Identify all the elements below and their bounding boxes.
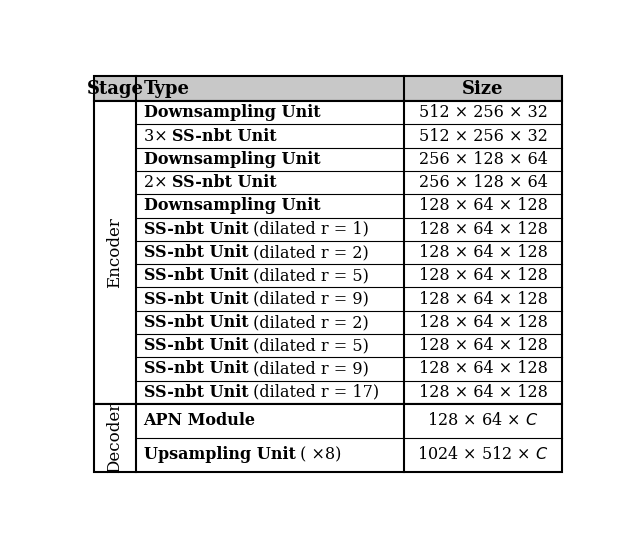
Text: (dilated r = 17): (dilated r = 17) [248, 384, 380, 401]
Text: Size: Size [462, 80, 504, 98]
Text: (dilated r = 9): (dilated r = 9) [248, 291, 369, 308]
Bar [94, 404, 562, 472]
Text: 128 × 64 × 128: 128 × 64 × 128 [419, 360, 547, 377]
Text: Upsampling Unit: Upsampling Unit [143, 446, 296, 463]
Text: SS-nbt Unit: SS-nbt Unit [143, 384, 248, 401]
Text: APN Module: APN Module [143, 412, 255, 429]
Text: SS-nbt Unit: SS-nbt Unit [172, 174, 277, 191]
Text: 1024 × 512 × $\it{C}$: 1024 × 512 × $\it{C}$ [417, 446, 548, 463]
Bar [94, 76, 562, 101]
Text: 256 × 128 × 64: 256 × 128 × 64 [419, 151, 547, 168]
Text: SS-nbt Unit: SS-nbt Unit [143, 244, 248, 261]
Bar [94, 101, 562, 404]
Text: SS-nbt Unit: SS-nbt Unit [143, 314, 248, 331]
Text: SS-nbt Unit: SS-nbt Unit [172, 127, 277, 145]
Text: 2×: 2× [143, 174, 172, 191]
Text: 128 × 64 × $\it{C}$: 128 × 64 × $\it{C}$ [428, 412, 539, 429]
Text: 128 × 64 × 128: 128 × 64 × 128 [419, 384, 547, 401]
Text: 128 × 64 × 128: 128 × 64 × 128 [419, 314, 547, 331]
Text: (dilated r = 5): (dilated r = 5) [248, 267, 369, 285]
Text: SS-nbt Unit: SS-nbt Unit [143, 337, 248, 354]
Text: SS-nbt Unit: SS-nbt Unit [143, 267, 248, 285]
Text: Downsampling Unit: Downsampling Unit [143, 151, 320, 168]
Text: 128 × 64 × 128: 128 × 64 × 128 [419, 267, 547, 285]
Text: (dilated r = 2): (dilated r = 2) [248, 314, 369, 331]
Text: 512 × 256 × 32: 512 × 256 × 32 [419, 105, 547, 121]
Text: 3×: 3× [143, 127, 172, 145]
Text: (dilated r = 9): (dilated r = 9) [248, 360, 369, 377]
Text: Stage: Stage [86, 80, 143, 98]
Text: 256 × 128 × 64: 256 × 128 × 64 [419, 174, 547, 191]
Text: (dilated r = 5): (dilated r = 5) [248, 337, 369, 354]
Text: Downsampling Unit: Downsampling Unit [143, 197, 320, 215]
Text: Decoder: Decoder [106, 402, 124, 473]
Text: 128 × 64 × 128: 128 × 64 × 128 [419, 244, 547, 261]
Text: 128 × 64 × 128: 128 × 64 × 128 [419, 221, 547, 238]
Text: Type: Type [143, 80, 189, 98]
Text: 128 × 64 × 128: 128 × 64 × 128 [419, 337, 547, 354]
Text: 512 × 256 × 32: 512 × 256 × 32 [419, 127, 547, 145]
Text: (dilated r = 2): (dilated r = 2) [248, 244, 369, 261]
Text: 128 × 64 × 128: 128 × 64 × 128 [419, 291, 547, 308]
Text: Downsampling Unit: Downsampling Unit [143, 105, 320, 121]
Text: (dilated r = 1): (dilated r = 1) [248, 221, 369, 238]
Text: ( ×8): ( ×8) [296, 446, 342, 463]
Text: Encoder: Encoder [106, 217, 124, 288]
Text: 128 × 64 × 128: 128 × 64 × 128 [419, 197, 547, 215]
Text: SS-nbt Unit: SS-nbt Unit [143, 221, 248, 238]
Text: SS-nbt Unit: SS-nbt Unit [143, 360, 248, 377]
Text: SS-nbt Unit: SS-nbt Unit [143, 291, 248, 308]
